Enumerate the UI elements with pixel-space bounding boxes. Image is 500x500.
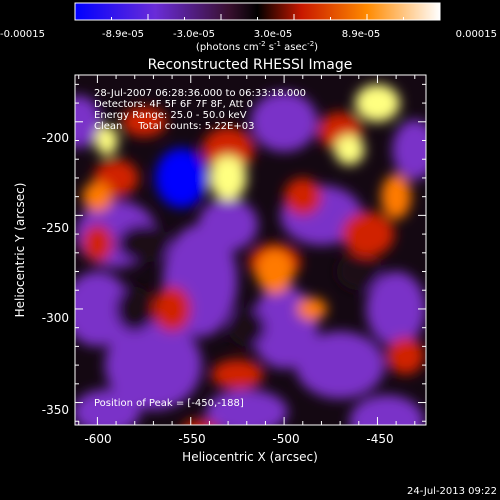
- heatmap-blob-27: [386, 337, 425, 375]
- x-tick-label-2: -500: [272, 432, 299, 446]
- peak-position-label: Position of Peak = [-450,-188]: [94, 398, 244, 409]
- heatmap-blob-25: [341, 211, 395, 257]
- heatmap-blob-26: [211, 359, 264, 390]
- x-axis-label: Heliocentric X (arcsec): [182, 450, 318, 464]
- heatmap-blob-39: [334, 134, 365, 165]
- y-axis-label: Heliocentric Y (arcsec): [13, 183, 27, 318]
- heatmap-image: [75, 75, 426, 425]
- heatmap-blob-17: [228, 308, 266, 347]
- y-tick-label-1: -250: [42, 221, 69, 235]
- heatmap-blob-2: [75, 271, 132, 347]
- chart-title: Reconstructed RHESSI Image: [148, 57, 353, 73]
- heatmap-blob-29: [82, 224, 113, 263]
- x-tick-label-0: -600: [84, 432, 111, 446]
- y-tick-label-2: -300: [42, 311, 69, 325]
- heatmap-blob-36: [209, 155, 247, 201]
- heatmap-blob-12: [75, 389, 141, 425]
- axis-ticks: [75, 75, 426, 425]
- colorbar-tick-label-0: -0.00015: [0, 29, 45, 40]
- heatmap-blob-15: [75, 95, 102, 148]
- colorbar-unit-label: (photons cm-2 s-1 asec-2): [196, 40, 318, 53]
- plot-frame: [74, 74, 427, 426]
- heatmap-blob-30: [284, 177, 322, 216]
- heatmap-blob-19: [116, 286, 154, 332]
- heatmap-blob-9: [366, 271, 426, 347]
- heatmap-blob-13: [250, 91, 318, 152]
- heatmap-blob-18: [336, 252, 382, 291]
- heatmap-blob-35: [381, 174, 412, 220]
- heatmap-blob-33: [82, 181, 113, 212]
- heatmap-blob-28: [121, 106, 167, 137]
- timestamp: 24-Jul-2013 09:22: [407, 486, 497, 497]
- heatmap-blob-38: [95, 125, 118, 156]
- colorbar-tick-label-4: 8.9e-05: [342, 29, 380, 40]
- heatmap-blob-1: [104, 320, 202, 411]
- colorbar-tick-label-3: 3.0e-05: [254, 29, 292, 40]
- heatmap-blob-8: [295, 331, 385, 399]
- heatmap-blob-31: [183, 419, 217, 425]
- annotation-detectors: Detectors: 4F 5F 6F 7F 8F, Att 0: [94, 99, 253, 110]
- heatmap-blob-34: [297, 297, 328, 321]
- heatmap-blob-14: [392, 119, 426, 180]
- x-tick-label-1: -550: [178, 432, 205, 446]
- heatmap-blob-11: [205, 389, 288, 425]
- colorbar-ticks: [74, 14, 441, 20]
- heatmap-blob-4: [155, 147, 208, 208]
- heatmap-blob-37: [355, 84, 400, 122]
- colorbar-tick-label-5: 0.00015: [456, 29, 497, 40]
- heatmap-blob-5: [198, 198, 258, 251]
- annotation-energy-range: Energy Range: 25.0 - 50.0 keV: [94, 110, 247, 121]
- heatmap-blob-10: [349, 395, 425, 425]
- annotation-counts: Clean Total counts: 5.22E+03: [94, 121, 254, 132]
- y-tick-label-0: -200: [42, 131, 69, 145]
- annotation-time-range: 28-Jul-2007 06:28:36.000 to 06:33:18.000: [94, 88, 306, 99]
- heatmap-blob-16: [117, 224, 171, 263]
- heatmap-blob-20: [201, 127, 255, 173]
- y-tick-label-3: -350: [42, 403, 69, 417]
- heatmap-blob-32: [256, 249, 294, 294]
- x-tick-label-3: -450: [366, 432, 393, 446]
- colorbar-tick-label-2: -3.0e-05: [173, 29, 215, 40]
- heatmap-blob-24: [153, 286, 191, 332]
- colorbar-tick-label-1: -8.9e-05: [102, 29, 144, 40]
